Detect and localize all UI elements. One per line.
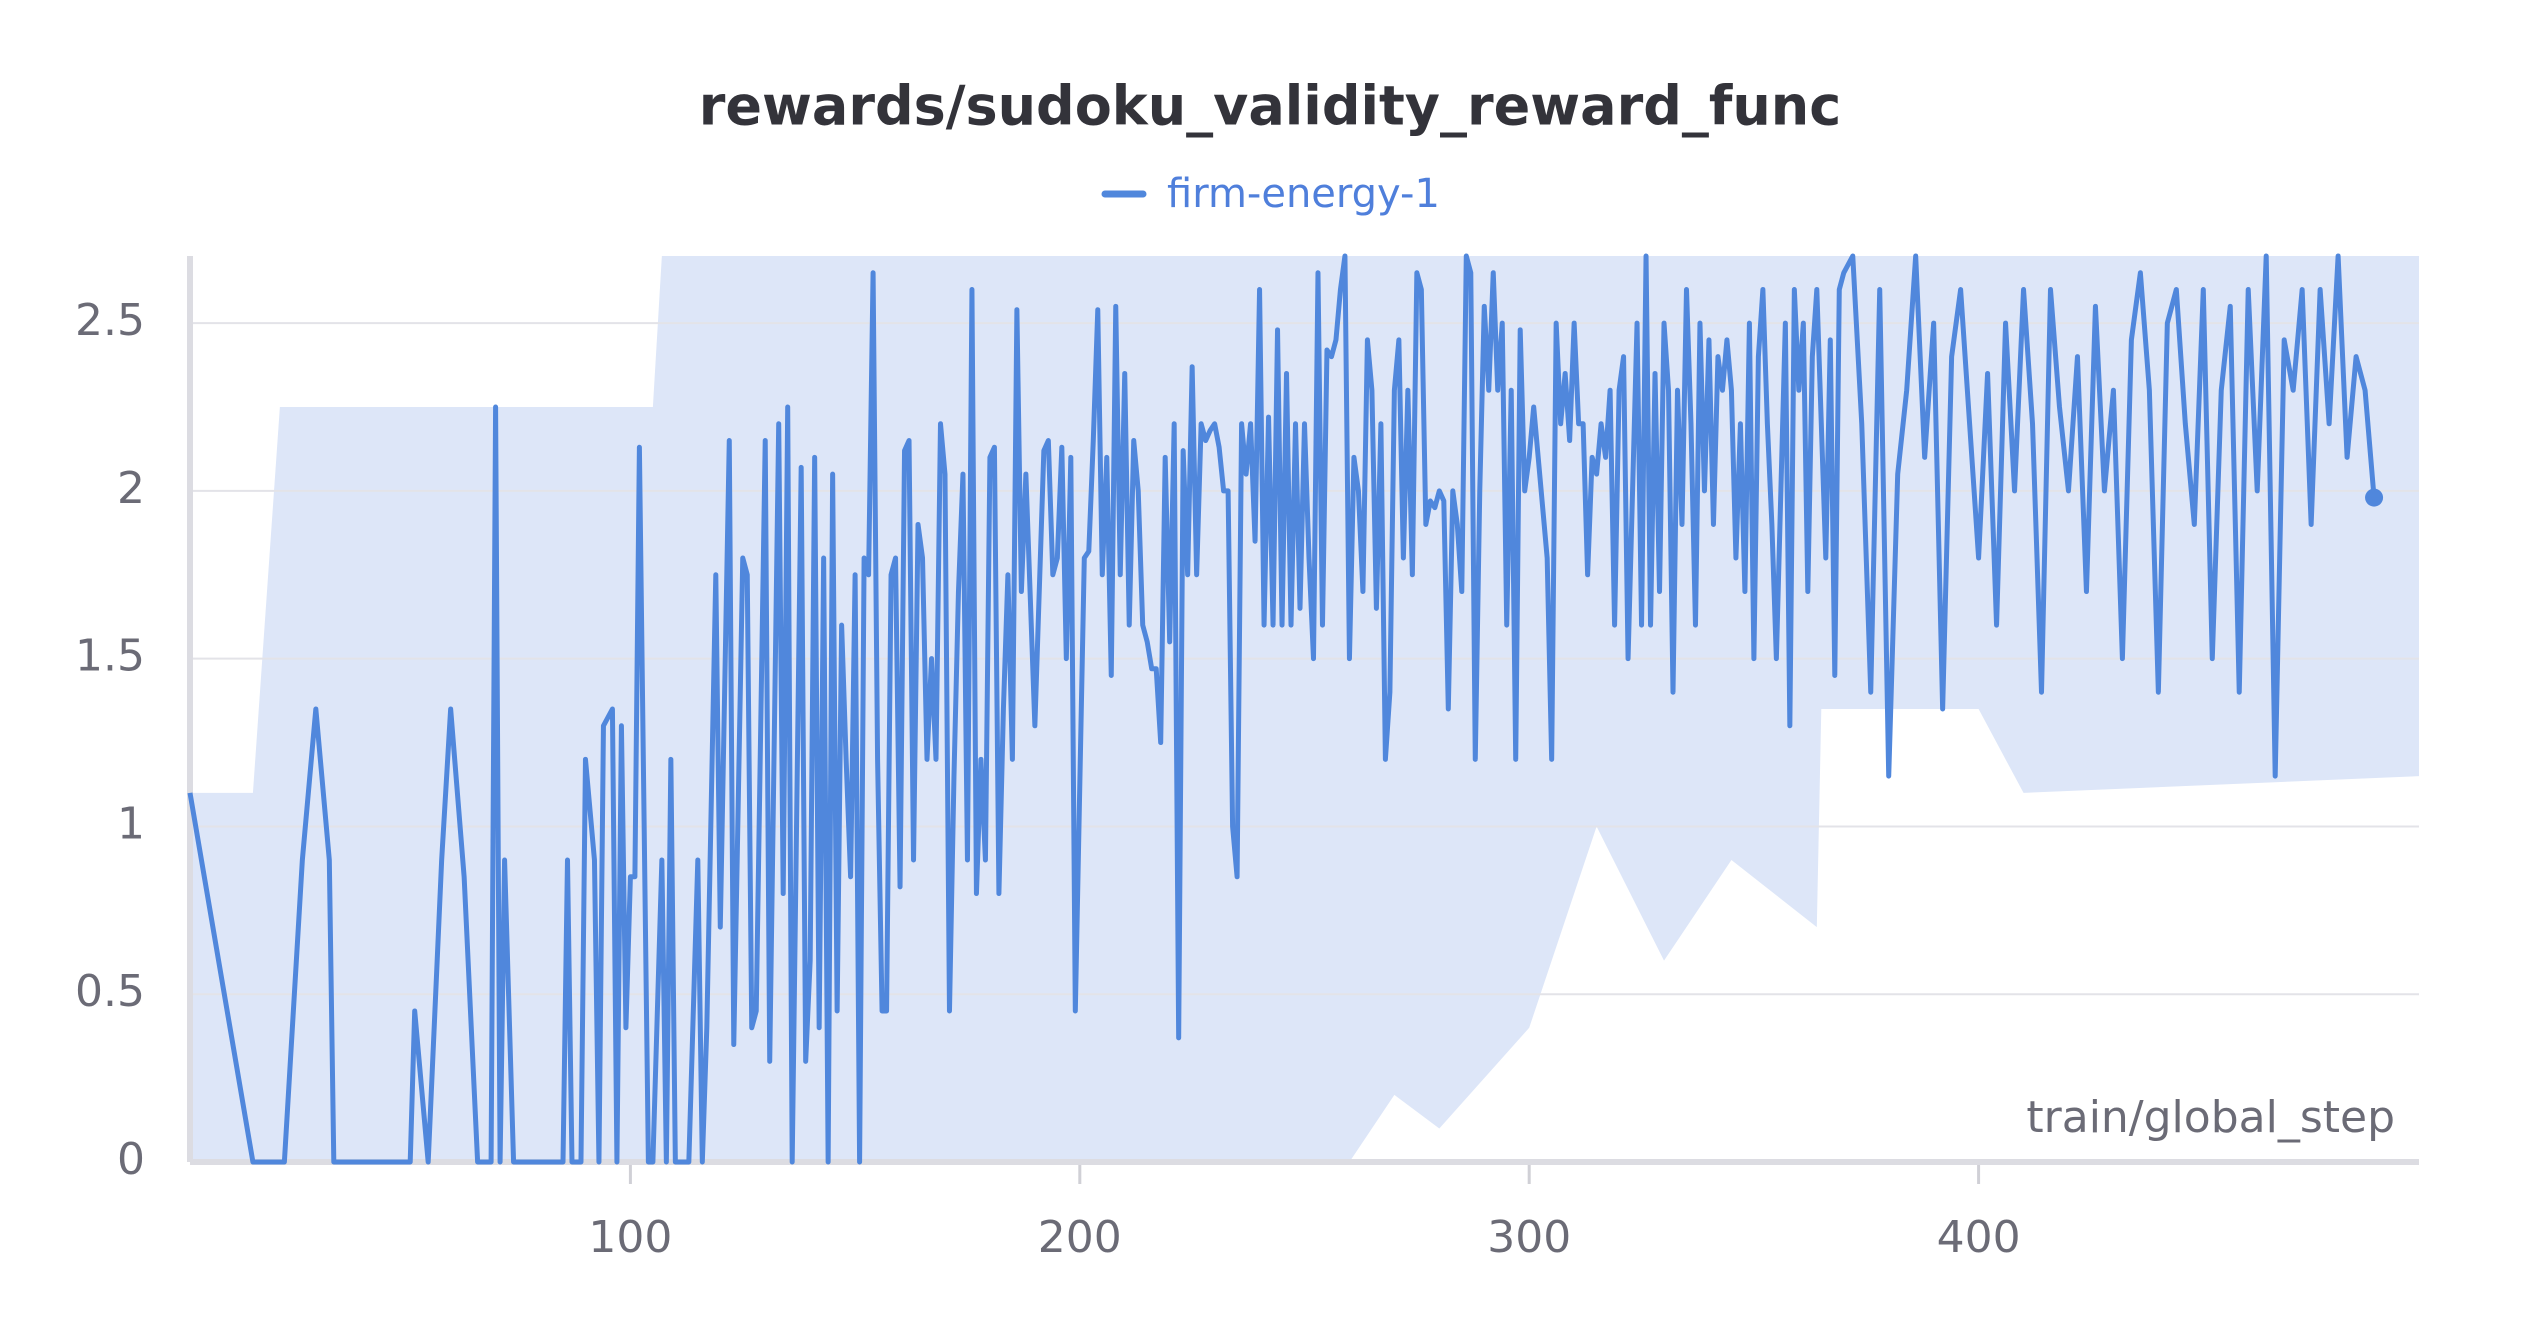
series-line — [187, 253, 2377, 1165]
end-point — [2365, 488, 2384, 507]
x-tick-label: 300 — [1487, 1212, 1571, 1263]
x-tick-label: 400 — [1937, 1212, 2021, 1263]
range-band — [190, 256, 2419, 1162]
y-tick-label: 1 — [117, 798, 145, 849]
x-tick-label: 200 — [1038, 1212, 1122, 1263]
y-tick-label: 0.5 — [75, 966, 145, 1017]
y-tick-label: 1.5 — [75, 631, 145, 682]
y-tick-label: 2 — [117, 463, 145, 514]
range-band — [190, 256, 2419, 1162]
y-tick-label: 2.5 — [75, 295, 145, 346]
x-axis-label: train/global_step — [2026, 1092, 2395, 1143]
y-tick-label: 0 — [117, 1134, 145, 1185]
legend-label: firm-energy-1 — [1167, 171, 1440, 217]
chart-title: rewards/sudoku_validity_reward_func — [699, 75, 1842, 138]
lines — [187, 253, 2384, 1165]
x-tick-label: 100 — [588, 1212, 672, 1263]
legend[interactable]: firm-energy-1 — [1101, 171, 1440, 217]
